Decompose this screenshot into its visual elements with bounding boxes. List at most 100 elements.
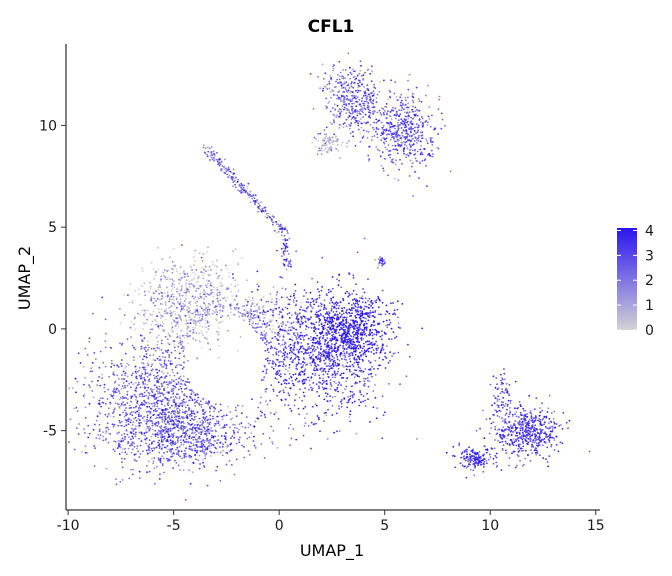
cell-point [241, 184, 244, 187]
cell-point [508, 413, 511, 416]
cell-point [113, 373, 115, 376]
cell-point [202, 397, 205, 400]
cell-point [143, 368, 146, 371]
cell-point [288, 333, 291, 335]
cell-point [265, 332, 267, 334]
cell-point [146, 344, 149, 347]
cell-point [367, 131, 370, 133]
cell-point [383, 141, 385, 144]
cell-point [497, 395, 500, 398]
cell-point [527, 432, 530, 435]
cell-point [513, 424, 516, 426]
cell-point [413, 133, 415, 136]
cell-point [347, 395, 349, 398]
cell-point [225, 264, 227, 267]
cell-point [128, 301, 131, 304]
cell-point [194, 313, 197, 316]
cell-point [389, 96, 392, 99]
cell-point [274, 303, 276, 306]
cell-point [161, 356, 164, 358]
cell-point [421, 153, 424, 156]
cell-point [158, 355, 161, 358]
cell-point [200, 256, 203, 259]
cell-point [216, 451, 219, 454]
cell-point [166, 403, 169, 405]
cell-point [148, 429, 151, 432]
cell-point [158, 439, 161, 442]
cell-point [295, 250, 297, 253]
cell-point [183, 291, 186, 294]
cell-point [173, 295, 175, 298]
cell-point [505, 412, 508, 415]
cell-point [507, 433, 510, 436]
cell-point [336, 97, 338, 100]
cell-point [500, 401, 503, 403]
cell-point [118, 384, 120, 387]
cell-point [406, 106, 409, 109]
cell-point [249, 298, 251, 301]
cell-point [348, 370, 351, 373]
cell-point [153, 440, 155, 443]
cell-point [332, 311, 335, 313]
cell-point [184, 314, 187, 317]
cell-point [145, 402, 148, 404]
cell-point [177, 320, 180, 323]
cell-point [175, 418, 178, 421]
cell-point [162, 365, 165, 368]
cell-point [131, 473, 134, 476]
cell-point [214, 407, 217, 410]
cell-point [416, 109, 418, 111]
cell-point [152, 405, 154, 408]
cell-point [506, 405, 509, 407]
cell-point [151, 441, 154, 443]
cell-point [289, 259, 292, 262]
cell-point [406, 121, 408, 124]
cell-point [138, 293, 141, 295]
cell-point [199, 305, 202, 308]
cell-point [163, 362, 166, 365]
cell-point [211, 288, 214, 291]
cell-point [233, 436, 236, 439]
cell-point [360, 126, 363, 129]
cell-point [204, 319, 207, 322]
cell-point [201, 450, 203, 453]
cell-point [207, 293, 210, 296]
cell-point [295, 338, 298, 340]
cell-point [166, 270, 169, 272]
cell-point [397, 316, 399, 319]
cell-point [223, 414, 225, 417]
cell-point [405, 140, 408, 143]
cell-point [241, 191, 244, 194]
cell-point [346, 145, 348, 148]
cell-point [178, 409, 181, 412]
cell-point [353, 81, 356, 84]
cell-point [195, 400, 198, 403]
cell-point [129, 413, 132, 415]
cell-point [200, 428, 203, 431]
cell-point [330, 364, 333, 367]
cell-point [303, 358, 306, 361]
cell-point [279, 344, 282, 347]
cell-point [214, 264, 217, 267]
cell-point [120, 434, 123, 436]
cell-point [184, 323, 187, 326]
cell-point [113, 440, 115, 443]
cell-point [260, 326, 262, 328]
cell-point [548, 394, 551, 397]
cell-point [400, 93, 403, 96]
cell-point [517, 455, 520, 457]
cell-point [497, 439, 499, 442]
cell-point [288, 377, 291, 380]
cell-point [162, 457, 165, 460]
cell-point [176, 412, 179, 414]
cell-point [203, 272, 205, 275]
cell-point [187, 322, 189, 325]
cell-point [276, 223, 278, 225]
cell-point [260, 379, 263, 381]
cell-point [159, 280, 162, 282]
cell-point [249, 424, 252, 426]
cell-point [281, 276, 283, 279]
cell-point [99, 434, 102, 436]
cell-point [327, 376, 330, 379]
cell-point [398, 109, 401, 112]
